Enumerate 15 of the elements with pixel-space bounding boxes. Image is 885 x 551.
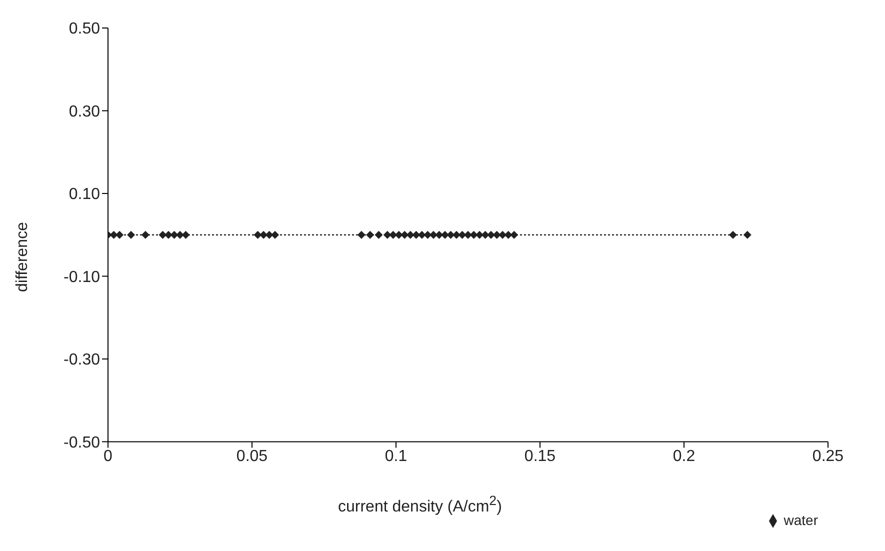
y-tick-label: -0.10 <box>64 268 100 286</box>
legend-label: water <box>784 512 818 528</box>
y-axis-title: difference <box>14 222 32 292</box>
x-tick-label: 0.25 <box>812 448 844 466</box>
x-axis-title: current density (A/cm$^{2}$) <box>338 493 502 516</box>
x-tick-label: 0.1 <box>384 448 408 466</box>
x-tick-label: 0 <box>104 448 113 466</box>
y-tick-label: 0.30 <box>68 103 100 120</box>
y-tick-label: 0.50 <box>68 20 100 38</box>
x-tick-label: 0.2 <box>672 448 696 466</box>
y-tick-label: 0.10 <box>68 186 100 204</box>
x-tick-label: 0.15 <box>524 448 556 466</box>
y-tick-label: -0.30 <box>64 352 100 369</box>
y-tick-label: -0.50 <box>64 434 100 452</box>
x-tick-label: 0.05 <box>236 448 268 466</box>
